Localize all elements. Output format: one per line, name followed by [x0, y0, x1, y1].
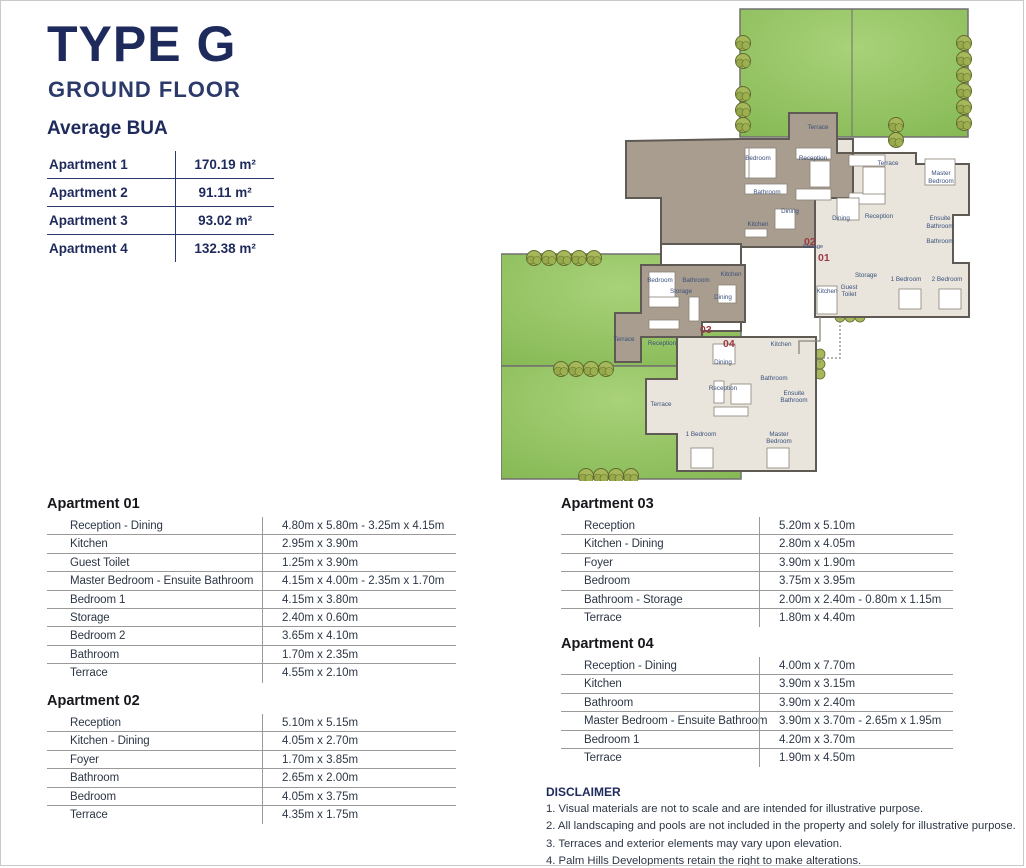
- svg-text:1 Bedroom: 1 Bedroom: [891, 276, 922, 283]
- svg-text:Toilet: Toilet: [842, 291, 857, 298]
- svg-text:Reception: Reception: [648, 340, 677, 347]
- svg-text:Dining: Dining: [832, 215, 850, 222]
- svg-text:Storage: Storage: [855, 272, 878, 279]
- svg-text:04: 04: [723, 338, 735, 350]
- svg-text:Kitchen: Kitchen: [770, 341, 792, 348]
- svg-text:Bathroom: Bathroom: [926, 238, 953, 245]
- svg-text:Kitchen: Kitchen: [720, 271, 742, 278]
- svg-text:Storage: Storage: [670, 288, 693, 295]
- svg-text:Guest: Guest: [841, 284, 858, 291]
- svg-text:Reception: Reception: [799, 155, 828, 162]
- svg-text:2 Bedroom: 2 Bedroom: [932, 276, 963, 283]
- svg-text:Master: Master: [769, 431, 788, 438]
- svg-text:Bedroom: Bedroom: [928, 178, 954, 185]
- svg-text:Bedroom: Bedroom: [745, 155, 771, 162]
- svg-text:Terrace: Terrace: [651, 401, 672, 408]
- svg-text:Kitchen: Kitchen: [816, 288, 838, 295]
- svg-text:Kitchen: Kitchen: [747, 221, 769, 228]
- svg-text:Dining: Dining: [781, 208, 799, 215]
- svg-text:Bathroom: Bathroom: [682, 277, 709, 284]
- svg-text:Terrace: Terrace: [808, 124, 829, 131]
- svg-text:Ensuite: Ensuite: [929, 215, 951, 222]
- svg-text:Bathroom: Bathroom: [780, 397, 807, 404]
- svg-text:Reception: Reception: [709, 385, 738, 392]
- svg-text:Dining: Dining: [714, 359, 732, 366]
- svg-text:Storage: Storage: [803, 244, 823, 250]
- svg-text:Dining: Dining: [714, 294, 732, 301]
- svg-text:01: 01: [818, 252, 830, 264]
- svg-text:Bathroom: Bathroom: [926, 223, 953, 230]
- svg-text:Terrace: Terrace: [878, 160, 899, 167]
- svg-text:Bedroom: Bedroom: [647, 277, 673, 284]
- svg-text:Reception: Reception: [865, 213, 894, 220]
- svg-text:Bedroom: Bedroom: [766, 438, 792, 445]
- svg-text:Master: Master: [931, 170, 950, 177]
- svg-text:03: 03: [700, 324, 712, 336]
- svg-text:Bathroom: Bathroom: [753, 189, 780, 196]
- svg-text:1 Bedroom: 1 Bedroom: [686, 431, 717, 438]
- svg-text:Bathroom: Bathroom: [760, 375, 787, 382]
- svg-text:Terrace: Terrace: [614, 336, 635, 343]
- svg-text:Ensuite: Ensuite: [783, 390, 805, 397]
